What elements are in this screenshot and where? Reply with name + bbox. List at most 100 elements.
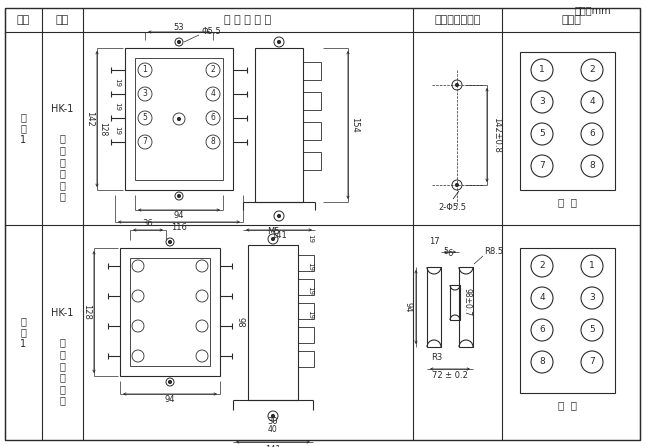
Bar — [303, 62, 321, 80]
Text: 19: 19 — [307, 287, 313, 295]
Bar — [520, 52, 615, 190]
Text: 1: 1 — [143, 66, 147, 75]
Circle shape — [272, 237, 275, 240]
Text: 94: 94 — [404, 302, 413, 312]
Bar — [130, 258, 210, 366]
Text: 53: 53 — [174, 22, 184, 31]
Text: 142±0.8: 142±0.8 — [493, 117, 502, 153]
Text: 3: 3 — [143, 89, 148, 98]
Text: HK-1: HK-1 — [52, 308, 74, 317]
Text: 5: 5 — [143, 114, 148, 122]
Text: 154: 154 — [350, 117, 359, 133]
Bar — [520, 248, 615, 393]
Text: 7: 7 — [143, 138, 148, 147]
Circle shape — [277, 41, 281, 43]
Circle shape — [455, 84, 459, 87]
Bar — [427, 267, 441, 347]
Text: 8: 8 — [211, 138, 215, 147]
Bar — [255, 48, 303, 202]
Text: 72 ± 0.2: 72 ± 0.2 — [432, 371, 468, 380]
Text: 5: 5 — [539, 130, 545, 139]
Text: 安装开孔尺寸图: 安装开孔尺寸图 — [434, 15, 481, 25]
Text: 98: 98 — [235, 316, 244, 327]
Text: 98±0.7: 98±0.7 — [462, 288, 471, 316]
Text: HK-1: HK-1 — [52, 104, 74, 114]
Text: 前  视: 前 视 — [557, 197, 577, 207]
Text: 外 形 尺 寸 图: 外 形 尺 寸 图 — [224, 15, 272, 25]
Text: 17: 17 — [429, 237, 439, 246]
Bar — [298, 279, 314, 295]
Text: 1: 1 — [589, 261, 595, 270]
Text: 128: 128 — [83, 304, 92, 320]
Text: 116: 116 — [171, 224, 187, 232]
Text: Φ5.5: Φ5.5 — [201, 28, 221, 37]
Text: 94: 94 — [174, 211, 184, 220]
Bar — [298, 255, 314, 271]
Text: 附
图
1: 附 图 1 — [21, 316, 26, 349]
Text: 19: 19 — [307, 235, 313, 244]
Text: 5: 5 — [589, 325, 595, 334]
Bar — [303, 92, 321, 110]
Text: 142: 142 — [86, 111, 95, 127]
Circle shape — [168, 240, 172, 244]
Bar — [298, 351, 314, 367]
Circle shape — [455, 184, 459, 186]
Bar — [120, 248, 220, 376]
Text: 凸
出
式
前
接
线: 凸 出 式 前 接 线 — [59, 134, 65, 202]
Bar — [459, 267, 473, 347]
Text: 6: 6 — [448, 249, 453, 258]
Text: 2-Φ5.5: 2-Φ5.5 — [438, 202, 466, 211]
Text: 19: 19 — [114, 126, 120, 135]
Text: 4: 4 — [210, 89, 215, 98]
Text: 19: 19 — [307, 262, 313, 271]
Bar — [248, 245, 298, 400]
Bar — [303, 152, 321, 170]
Text: 凸
出
式
后
接
线: 凸 出 式 后 接 线 — [59, 337, 65, 405]
Text: R3: R3 — [432, 353, 442, 362]
Text: 4: 4 — [539, 294, 545, 303]
Text: 6: 6 — [210, 114, 215, 122]
Text: R8.5: R8.5 — [484, 248, 503, 257]
Text: 141: 141 — [265, 444, 281, 447]
Text: 19: 19 — [307, 311, 313, 320]
Bar — [303, 122, 321, 140]
Text: 2: 2 — [539, 261, 545, 270]
Bar — [298, 327, 314, 343]
Text: 2: 2 — [211, 66, 215, 75]
Circle shape — [177, 194, 181, 198]
Text: 128: 128 — [99, 122, 108, 136]
Text: 2: 2 — [589, 66, 595, 75]
Text: 4: 4 — [589, 97, 595, 106]
Text: 6: 6 — [589, 130, 595, 139]
Text: 8: 8 — [589, 161, 595, 170]
Circle shape — [277, 215, 281, 218]
Circle shape — [168, 380, 172, 384]
Circle shape — [272, 414, 275, 417]
Text: 40: 40 — [268, 426, 278, 434]
Text: 30: 30 — [268, 417, 278, 426]
Text: 94: 94 — [164, 396, 175, 405]
Bar — [450, 285, 460, 320]
Bar — [125, 48, 233, 190]
Text: 端子图: 端子图 — [561, 15, 581, 25]
Text: 36: 36 — [143, 219, 154, 228]
Text: 19: 19 — [114, 77, 120, 87]
Text: 3: 3 — [539, 97, 545, 106]
Text: 单位：mm: 单位：mm — [575, 5, 611, 15]
Bar — [298, 303, 314, 319]
Text: 19: 19 — [114, 101, 120, 110]
Text: 7: 7 — [539, 161, 545, 170]
Text: 图号: 图号 — [17, 15, 30, 25]
Text: 背  视: 背 视 — [557, 400, 577, 410]
Circle shape — [177, 41, 181, 43]
Text: 5: 5 — [444, 248, 448, 257]
Text: 1: 1 — [539, 66, 545, 75]
Text: 3: 3 — [589, 294, 595, 303]
Text: 7: 7 — [589, 358, 595, 367]
Text: 附
图
1: 附 图 1 — [21, 112, 26, 145]
Text: M5: M5 — [267, 227, 279, 236]
Text: 6: 6 — [539, 325, 545, 334]
Text: 8: 8 — [539, 358, 545, 367]
Text: 结构: 结构 — [56, 15, 69, 25]
Bar — [135, 58, 223, 180]
